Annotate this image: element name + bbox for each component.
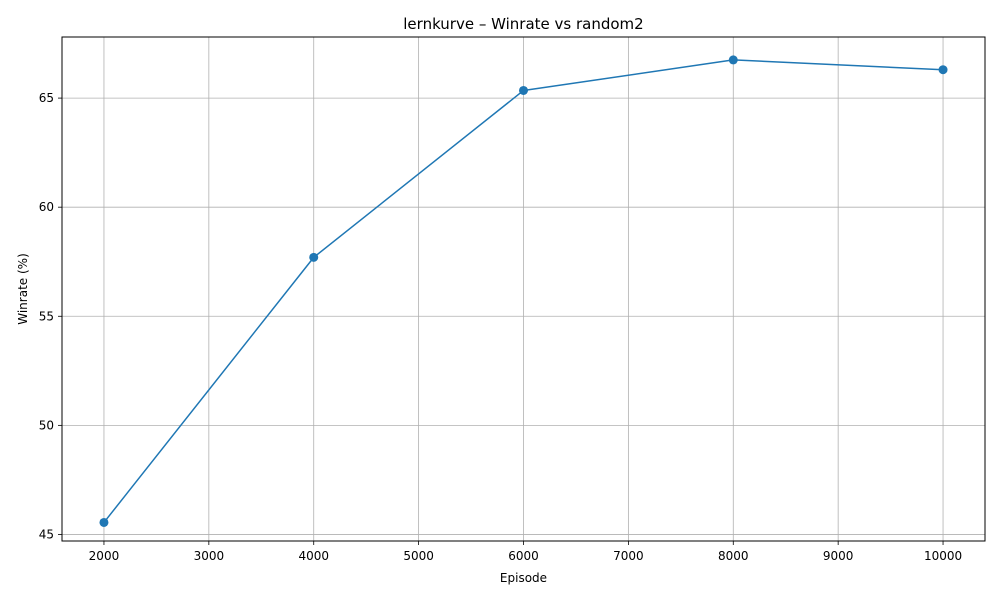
data-point bbox=[728, 55, 738, 65]
x-tick-label: 10000 bbox=[924, 549, 962, 563]
x-tick-label: 2000 bbox=[89, 549, 120, 563]
x-tick-label: 8000 bbox=[718, 549, 749, 563]
y-tick-label: 55 bbox=[39, 309, 54, 323]
x-tick-label: 7000 bbox=[613, 549, 644, 563]
y-tick-label: 50 bbox=[39, 418, 54, 432]
x-tick-label: 5000 bbox=[403, 549, 434, 563]
y-axis-label: Winrate (%) bbox=[16, 253, 30, 325]
axis-ticks: 2000 3000 4000 5000 6000 7000 8000 9000 10000 45 5… bbox=[39, 91, 962, 563]
y-tick-label: 60 bbox=[39, 200, 54, 214]
x-tick-label: 4000 bbox=[298, 549, 329, 563]
y-tick-label: 65 bbox=[39, 91, 54, 105]
data-point bbox=[519, 85, 528, 95]
x-axis-label: Episode bbox=[500, 571, 547, 585]
series-layer bbox=[99, 55, 948, 527]
x-tick-label: 9000 bbox=[823, 549, 854, 563]
x-tick-label: 3000 bbox=[194, 549, 225, 563]
data-point bbox=[309, 252, 319, 262]
grid-lines bbox=[62, 37, 985, 541]
data-point bbox=[938, 65, 948, 75]
chart-title: lernkurve – Winrate vs random2 bbox=[403, 15, 643, 33]
data-point bbox=[99, 517, 109, 527]
y-tick-label: 45 bbox=[39, 527, 54, 541]
x-tick-label: 6000 bbox=[508, 549, 539, 563]
